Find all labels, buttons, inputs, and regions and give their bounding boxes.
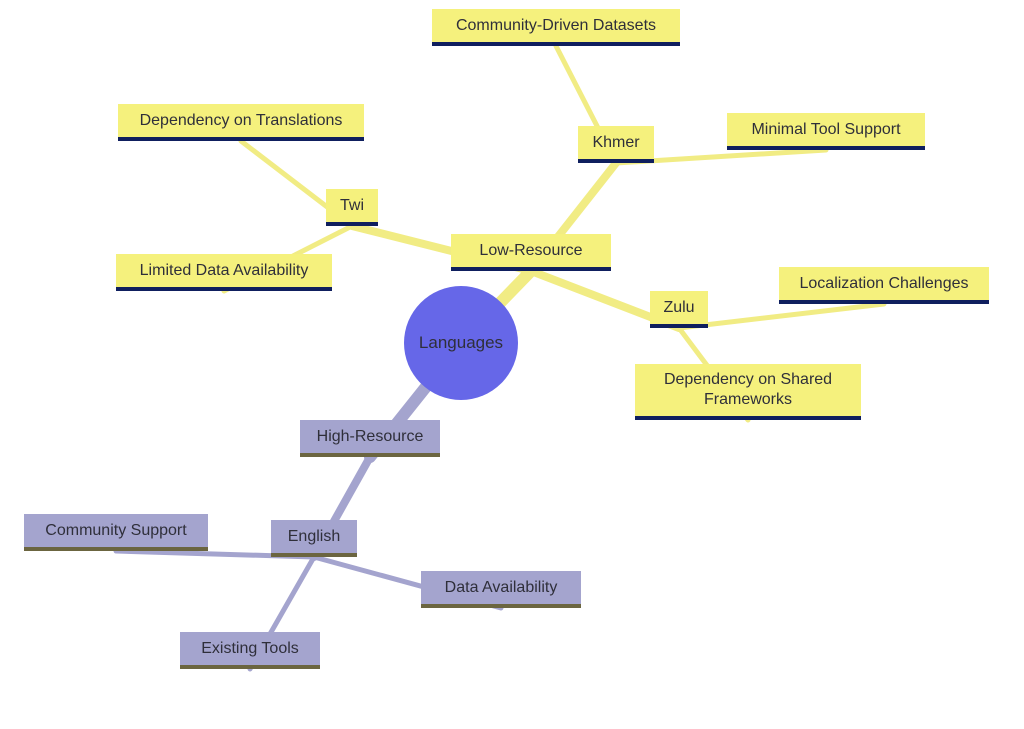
node-label: Dependency on Translations: [140, 111, 343, 131]
node-label: English: [288, 527, 340, 547]
node-label: Zulu: [663, 298, 694, 318]
edge-zul-zul_a: [679, 304, 884, 328]
node-label: Low-Resource: [479, 241, 582, 261]
node-zul_a: Localization Challenges: [779, 267, 989, 304]
node-label: Data Availability: [445, 578, 558, 598]
node-label: High-Resource: [317, 427, 424, 447]
node-eng_b: Data Availability: [421, 571, 581, 608]
node-label: Twi: [340, 196, 364, 216]
node-low: Low-Resource: [451, 234, 611, 271]
root-node-languages: Languages: [404, 286, 518, 400]
node-twi_b: Limited Data Availability: [116, 254, 332, 291]
node-zul: Zulu: [650, 291, 708, 328]
node-eng_c: Existing Tools: [180, 632, 320, 669]
node-label: Limited Data Availability: [140, 261, 309, 281]
node-eng: English: [271, 520, 357, 557]
node-label: Localization Challenges: [800, 274, 969, 294]
mindmap-canvas: Languages Low-Resource Twi Dependency on Tr…: [0, 0, 1024, 729]
node-khm: Khmer: [578, 126, 654, 163]
node-label: Khmer: [592, 133, 639, 153]
node-label: Community-Driven Datasets: [456, 16, 656, 36]
node-label: Minimal Tool Support: [751, 120, 900, 140]
node-eng_a: Community Support: [24, 514, 208, 551]
root-label: Languages: [419, 332, 503, 353]
node-label: Existing Tools: [201, 639, 299, 659]
node-zul_b: Dependency on Shared Frameworks: [635, 364, 861, 420]
node-label: Dependency on Shared Frameworks: [664, 370, 832, 410]
node-twi: Twi: [326, 189, 378, 226]
node-khm_a: Community-Driven Datasets: [432, 9, 680, 46]
node-khm_b: Minimal Tool Support: [727, 113, 925, 150]
node-high: High-Resource: [300, 420, 440, 457]
node-label: Community Support: [45, 521, 186, 541]
node-twi_a: Dependency on Translations: [118, 104, 364, 141]
